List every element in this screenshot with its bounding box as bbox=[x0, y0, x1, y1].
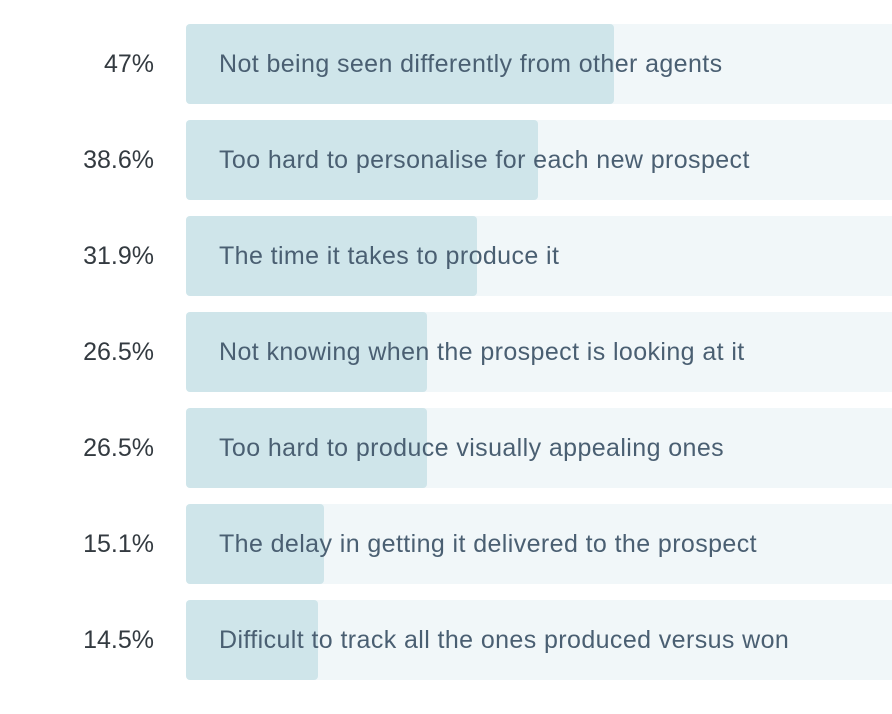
bar-value-label: 38.6% bbox=[83, 146, 154, 174]
bar-value-label: 31.9% bbox=[83, 242, 154, 270]
bar-row: 38.6% Too hard to personalise for each ne… bbox=[0, 120, 892, 200]
bar-fill bbox=[186, 120, 538, 200]
bar-row: 47% Not being seen differently from other… bbox=[0, 24, 892, 104]
bar-fill bbox=[186, 504, 324, 584]
bar-fill bbox=[186, 216, 477, 296]
bar-category-label: Not being seen differently from other ag… bbox=[219, 50, 723, 78]
bar-value-label: 47% bbox=[103, 50, 154, 78]
bar-fill bbox=[186, 312, 427, 392]
bar-category-label: Too hard to personalise for each new pro… bbox=[219, 146, 750, 174]
bar-row: 15.1% The delay in getting it delivered t… bbox=[0, 504, 892, 584]
bar-fill bbox=[186, 600, 318, 680]
bar-category-label: Not knowing when the prospect is looking… bbox=[219, 338, 745, 366]
bar-row: 26.5% Not knowing when the prospect is lo… bbox=[0, 312, 892, 392]
bar-category-label: The time it takes to produce it bbox=[219, 242, 560, 270]
bar-fill bbox=[186, 24, 614, 104]
bar-category-label: The delay in getting it delivered to the… bbox=[219, 530, 757, 558]
bar-category-label: Too hard to produce visually appealing o… bbox=[219, 434, 725, 462]
bar-value-label: 26.5% bbox=[83, 434, 154, 462]
bar-value-label: 15.1% bbox=[83, 530, 154, 558]
bar-value-label: 26.5% bbox=[83, 338, 154, 366]
bar-fill bbox=[186, 408, 427, 488]
bar-row: 26.5% Too hard to produce visually appeal… bbox=[0, 408, 892, 488]
bar-category-label: Difficult to track all the ones produced… bbox=[219, 626, 790, 654]
bar-row: 14.5% Difficult to track all the ones pro… bbox=[0, 600, 892, 680]
bar-value-label: 14.5% bbox=[83, 626, 154, 654]
bar-row: 31.9% The time it takes to produce it bbox=[0, 216, 892, 296]
